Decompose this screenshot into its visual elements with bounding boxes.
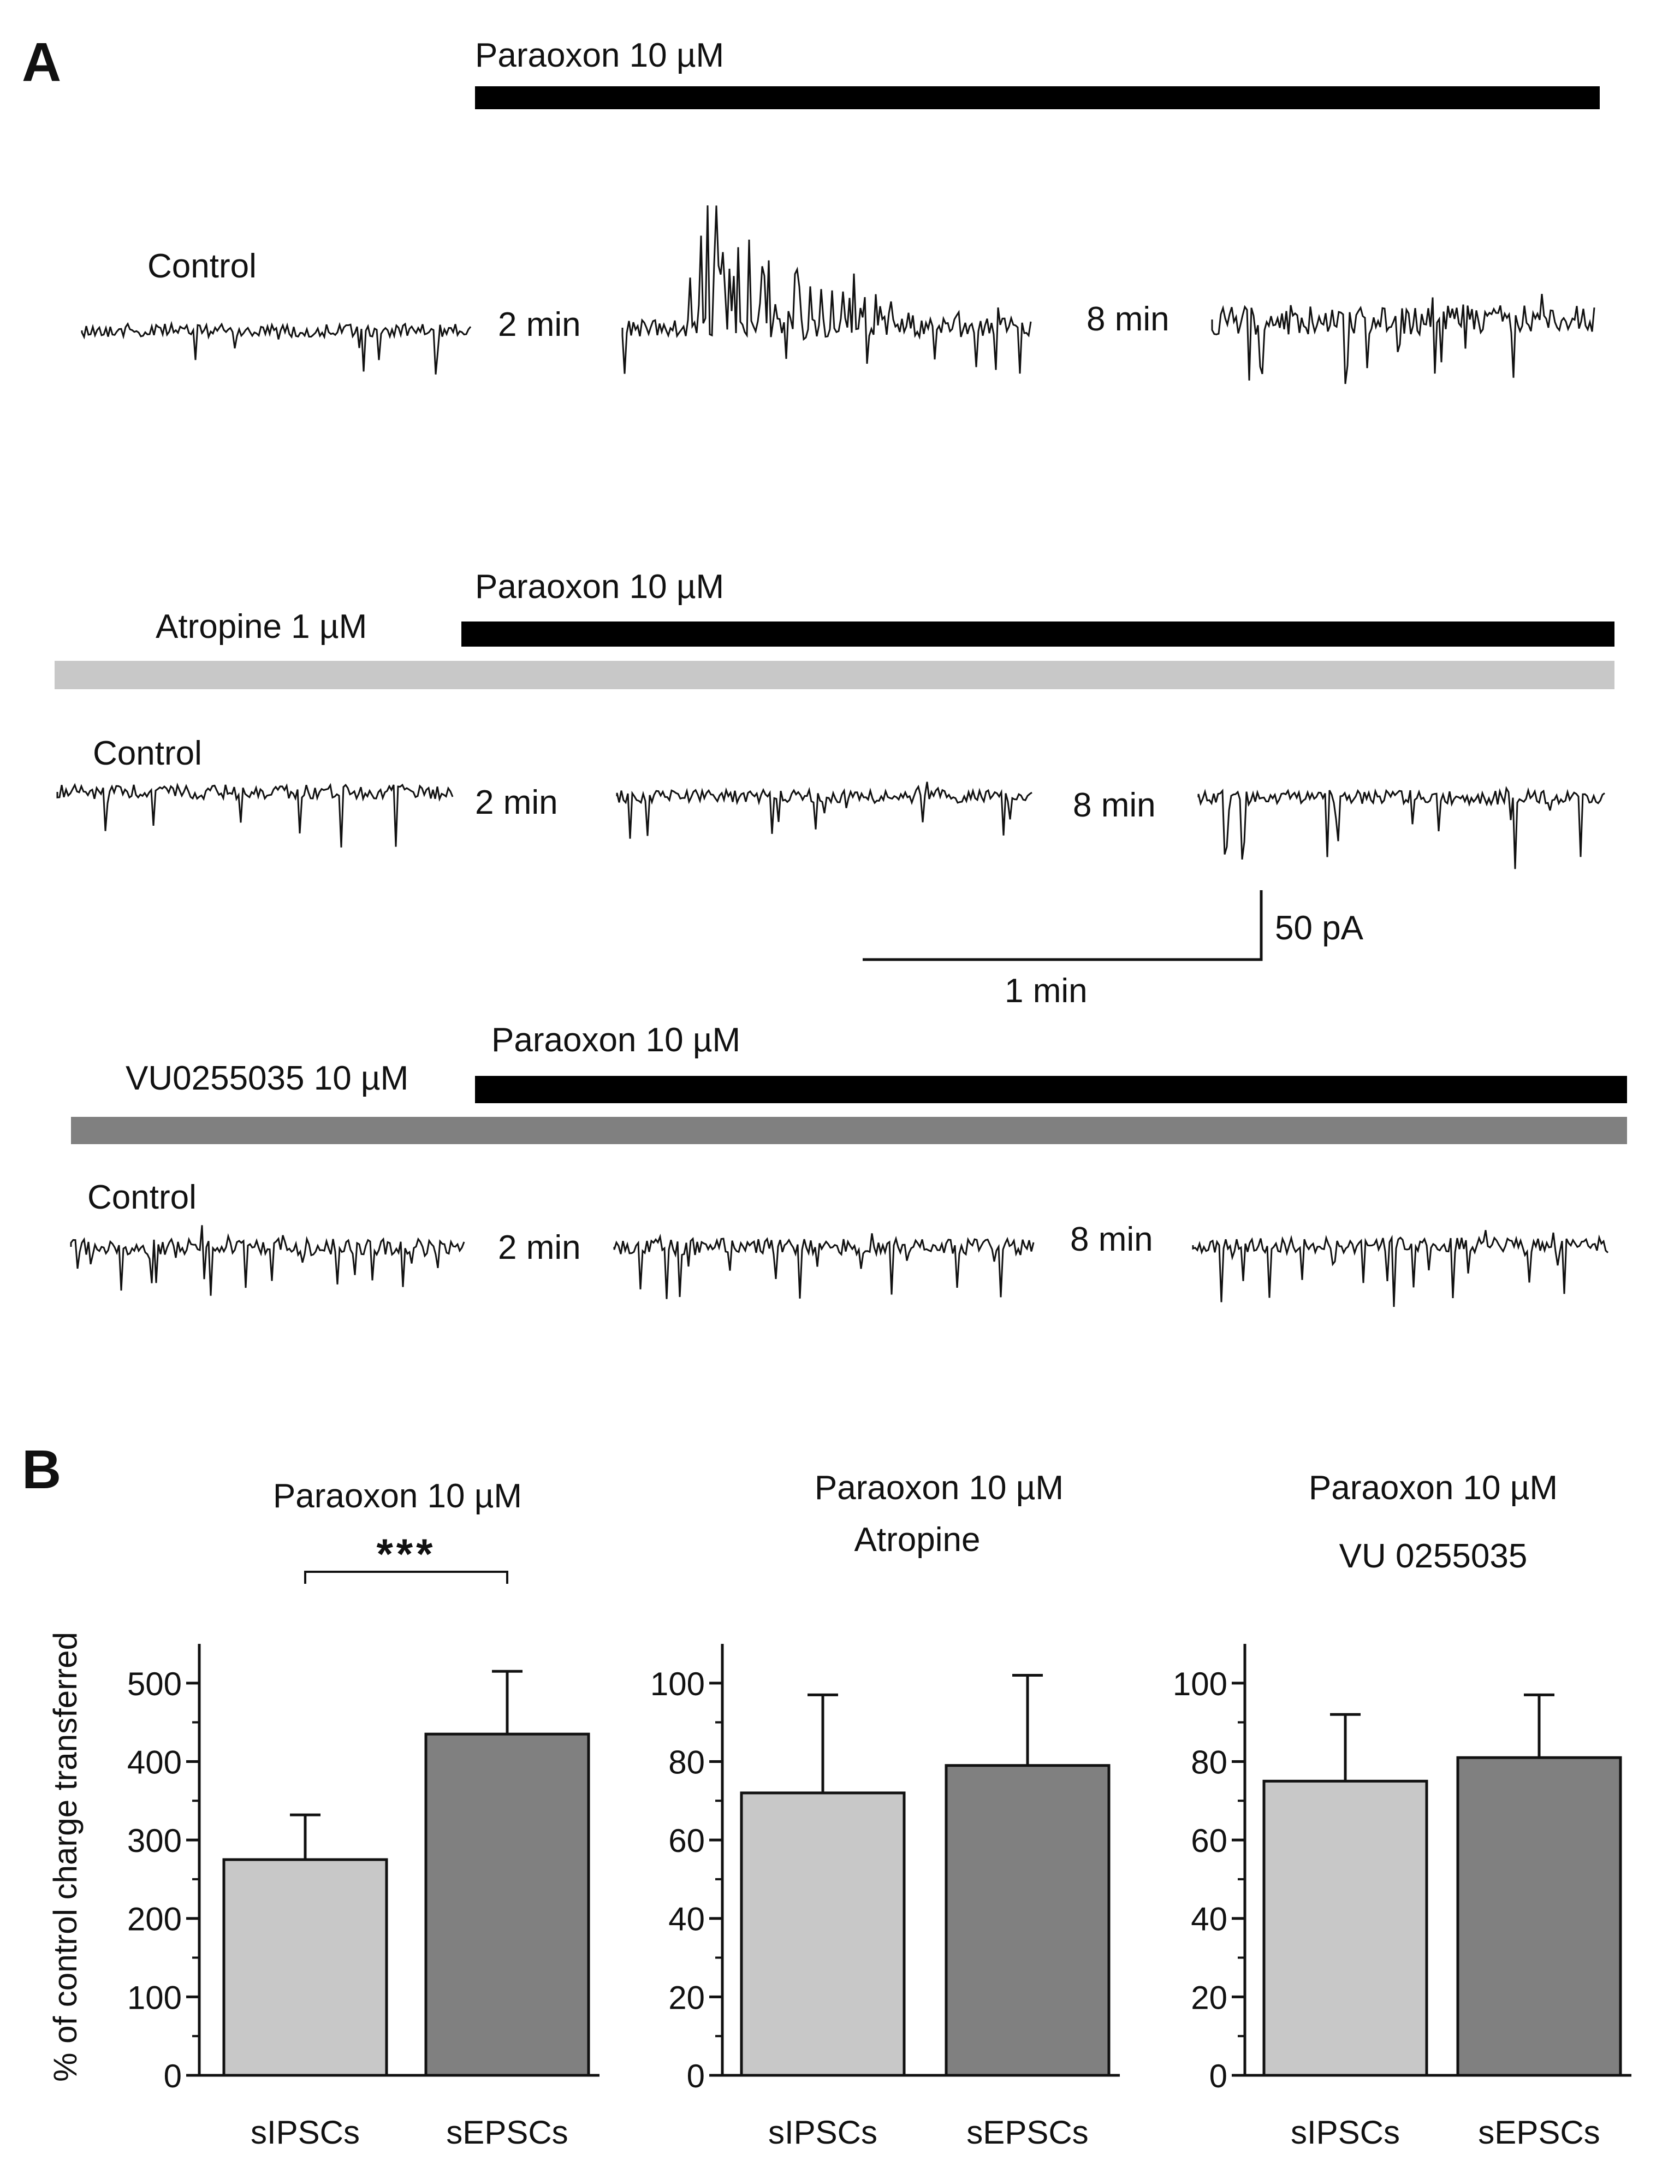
bar-sipscs <box>222 1858 388 2077</box>
trace-row-2: Paraoxon 10 µM Atropine 1 µM Control 2 m… <box>55 568 1614 1010</box>
panel-b-label: B <box>22 1439 61 1500</box>
chart-subtitle: Atropine <box>854 1521 981 1559</box>
bar-chart-atropine: Paraoxon 10 µM Atropine 0 20 40 60 80 100 sIPSCs… <box>650 1469 1120 2151</box>
y-tick-label: 500 <box>127 1666 182 1702</box>
row3-control-trace <box>70 1225 465 1296</box>
y-tick-label: 80 <box>1191 1744 1227 1780</box>
bar-sepscs <box>1456 1756 1622 2077</box>
panel-a-label: A <box>22 32 61 93</box>
row2-2min-trace <box>616 782 1032 839</box>
chart-title: Paraoxon 10 µM <box>273 1477 522 1515</box>
chart-title: Paraoxon 10 µM <box>815 1469 1064 1507</box>
row1-2min-trace <box>621 205 1032 374</box>
y-tick-label: 100 <box>1173 1666 1227 1702</box>
trace-row-3: Paraoxon 10 µM VU0255035 10 µM Control 2… <box>70 1021 1627 1307</box>
bar-sipscs <box>740 1791 906 2077</box>
y-tick-label: 60 <box>668 1822 705 1859</box>
row2-control-trace <box>56 782 454 848</box>
row1-drug-bar <box>475 86 1600 109</box>
y-tick-label: 100 <box>127 1979 182 2016</box>
row2-time-8min: 8 min <box>1073 786 1156 824</box>
y-tick-label: 60 <box>1191 1822 1227 1859</box>
trace-row-1: Paraoxon 10 µM Control 2 min 8 min <box>81 37 1600 384</box>
y-tick-label: 100 <box>650 1666 705 1702</box>
row2-control-label: Control <box>93 735 202 772</box>
bar-sipscs <box>1262 1779 1428 2077</box>
significance-stars: *** <box>376 1530 436 1578</box>
bar-sepscs <box>945 1764 1111 2077</box>
row1-control-label: Control <box>147 247 257 285</box>
chart-title: Paraoxon 10 µM <box>1309 1469 1558 1507</box>
y-tick-label: 40 <box>1191 1901 1227 1938</box>
row2-drug-bar <box>461 622 1614 647</box>
row3-drug-label: Paraoxon 10 µM <box>491 1021 740 1059</box>
panel-b-ylabel: % of control charge transferred <box>47 1632 84 2082</box>
y-tick-label: 0 <box>687 2058 705 2094</box>
category-label: sEPSCs <box>1478 2114 1600 2151</box>
category-label: sEPSCs <box>446 2114 568 2151</box>
y-tick-label: 20 <box>668 1979 705 2016</box>
y-tick-label: 300 <box>127 1822 182 1859</box>
category-label: sEPSCs <box>966 2114 1088 2151</box>
row2-drug-label: Paraoxon 10 µM <box>475 568 724 606</box>
row1-time-2min: 2 min <box>498 306 581 344</box>
scale-bar-amplitude: 50 pA <box>1275 909 1364 947</box>
row1-time-8min: 8 min <box>1087 300 1170 338</box>
y-tick-label: 200 <box>127 1901 182 1938</box>
significance-bracket <box>304 1571 508 1584</box>
y-tick-label: 400 <box>127 1744 182 1780</box>
row3-control-label: Control <box>87 1179 197 1216</box>
row2-8min-trace <box>1197 786 1605 869</box>
row3-8min-trace <box>1192 1230 1609 1307</box>
bar-chart-vu0255035: Paraoxon 10 µM VU 0255035 0 20 40 60 80 100 sIPS… <box>1173 1469 1631 2151</box>
y-tick-label: 20 <box>1191 1979 1227 2016</box>
row3-drug-bar <box>475 1076 1627 1103</box>
row3-time-2min: 2 min <box>498 1229 581 1266</box>
category-label: sIPSCs <box>1291 2114 1400 2151</box>
row2-atropine-bar <box>55 661 1614 689</box>
bar-sepscs <box>424 1732 590 2077</box>
row2-time-2min: 2 min <box>475 784 558 821</box>
row3-vu-bar <box>71 1117 1627 1144</box>
category-label: sIPSCs <box>251 2114 360 2151</box>
row2-pretreatment-label: Atropine 1 µM <box>156 608 367 646</box>
scale-bar <box>863 890 1263 961</box>
row3-pretreatment-label: VU0255035 10 µM <box>126 1060 408 1097</box>
row1-8min-trace <box>1211 294 1595 384</box>
row3-2min-trace <box>613 1233 1035 1299</box>
y-tick-label: 80 <box>668 1744 705 1780</box>
y-tick-label: 0 <box>1209 2058 1227 2094</box>
y-tick-label: 0 <box>164 2058 182 2094</box>
row1-control-trace <box>81 321 472 375</box>
bar-chart-paraoxon: Paraoxon 10 µM 0 100 200 300 400 500 sIPSCs sEPS… <box>127 1477 599 2151</box>
row1-drug-label: Paraoxon 10 µM <box>475 37 724 74</box>
row3-time-8min: 8 min <box>1070 1221 1153 1258</box>
chart-subtitle: VU 0255035 <box>1339 1537 1528 1575</box>
y-tick-label: 40 <box>668 1901 705 1938</box>
category-label: sIPSCs <box>768 2114 877 2151</box>
scale-bar-time: 1 min <box>1005 972 1088 1010</box>
